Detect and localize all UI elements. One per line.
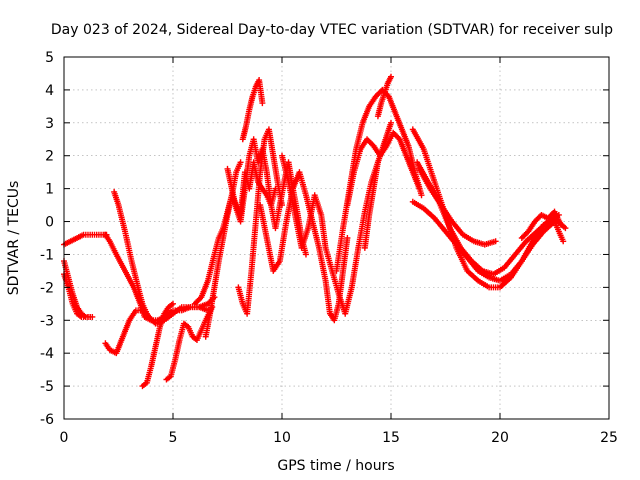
x-tick-label: 0	[60, 430, 69, 446]
x-tick-label: 15	[382, 430, 400, 446]
scatter-points	[61, 231, 110, 248]
series-s12	[239, 77, 266, 143]
y-tick-label: 2	[45, 149, 54, 165]
axis-ticks	[63, 56, 610, 420]
scatter-points	[257, 169, 351, 324]
x-tick-label: 5	[169, 430, 178, 446]
data-points	[61, 73, 569, 390]
series-s23	[416, 165, 499, 248]
series-s18	[374, 73, 394, 120]
x-tick-labels: 0 5 10 15 20 25	[60, 430, 618, 446]
scatter-points	[202, 159, 244, 340]
series-s14	[257, 169, 351, 324]
series-s19	[361, 119, 394, 251]
scatter-points	[61, 258, 94, 320]
series-s17	[344, 129, 423, 209]
chart-title: Day 023 of 2024, Sidereal Day-to-day VTE…	[51, 22, 613, 38]
series-s5	[111, 188, 155, 324]
series-s22	[409, 198, 567, 284]
scatter-points	[344, 129, 423, 209]
scatter-points	[239, 77, 266, 143]
series-s3	[61, 258, 94, 320]
y-tick-label: -6	[40, 412, 54, 428]
series-s15	[279, 152, 381, 317]
y-tick-label: 3	[45, 116, 54, 132]
x-tick-label: 25	[600, 430, 618, 446]
series-s4	[102, 231, 218, 324]
y-tick-label: 1	[45, 182, 54, 198]
series-s1	[61, 231, 110, 248]
series-s13	[235, 126, 285, 317]
series-s20	[409, 126, 569, 291]
scatter-points	[235, 126, 285, 317]
y-tick-label: -1	[40, 247, 54, 263]
y-tick-label: 0	[45, 215, 54, 231]
y-tick-label: -4	[40, 346, 54, 362]
x-tick-label: 20	[491, 430, 509, 446]
scatter-points	[409, 126, 569, 291]
scatter-points	[374, 73, 394, 120]
y-tick-label: -3	[40, 313, 54, 329]
plot-frame	[63, 56, 610, 420]
scatter-points	[111, 188, 155, 324]
x-axis-label: GPS time / hours	[277, 458, 394, 474]
scatter-points	[102, 231, 218, 324]
series-s10	[202, 159, 244, 340]
y-axis-label: SDTVAR / TECUs	[6, 181, 22, 296]
y-tick-labels: 5 4 3 2 1 0 -1 -2 -3 -4 -5 -6	[40, 50, 54, 428]
series-s7	[139, 300, 176, 390]
scatter-points	[409, 198, 567, 284]
scatter-points	[518, 208, 565, 241]
scatter-points	[139, 300, 176, 390]
x-tick-label: 10	[273, 430, 291, 446]
y-tick-label: 5	[45, 50, 54, 66]
scatter-points	[279, 152, 381, 317]
series-s24	[518, 208, 565, 241]
y-tick-label: 4	[45, 83, 54, 99]
scatter-points	[416, 165, 499, 248]
y-tick-label: -5	[40, 379, 54, 395]
scatter-points	[361, 119, 394, 251]
y-tick-label: -2	[40, 280, 54, 296]
